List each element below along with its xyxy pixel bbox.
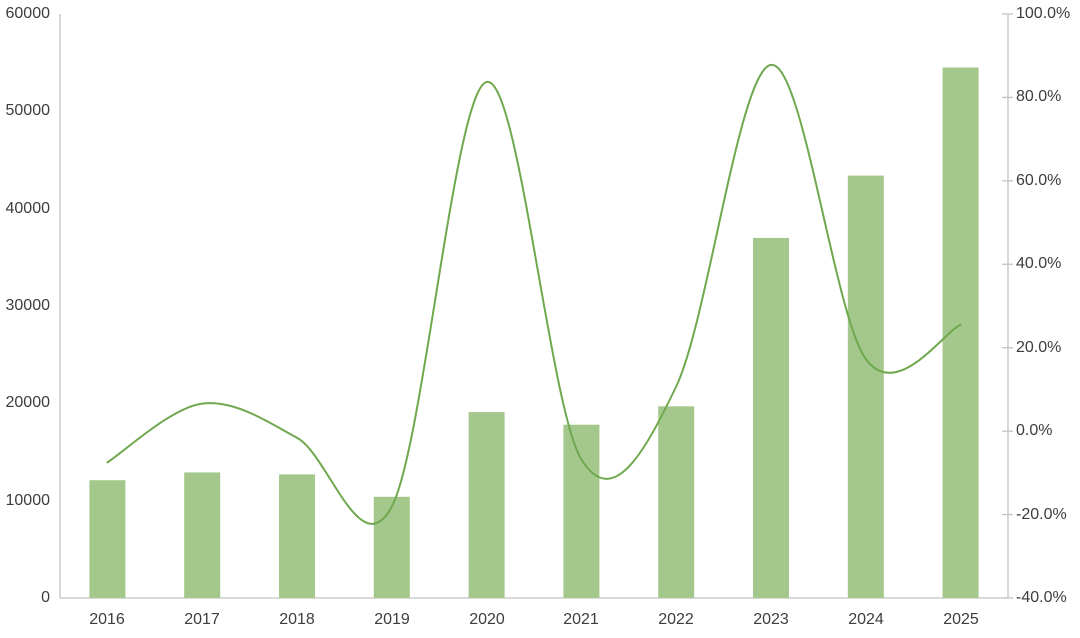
y-right-tick-label: 60.0% — [1016, 172, 1062, 189]
y-left-tick-label: 30000 — [5, 297, 51, 314]
x-tick-label: 2018 — [279, 611, 315, 628]
y-right-tick-label: 0.0% — [1016, 422, 1053, 439]
y-left-tick-label: 60000 — [5, 5, 51, 22]
x-tick-label: 2024 — [848, 611, 884, 628]
y-left-tick-label: 10000 — [5, 492, 51, 509]
y-right-tick-label: -40.0% — [1016, 589, 1067, 606]
y-right-tick-label: 100.0% — [1016, 5, 1071, 22]
bar-2016 — [89, 480, 126, 598]
bar-2020 — [468, 412, 505, 598]
x-tick-label: 2022 — [658, 611, 694, 628]
x-tick-label: 2021 — [563, 611, 599, 628]
bar-2025 — [942, 67, 979, 598]
y-left-tick-label: 40000 — [5, 200, 51, 217]
y-right-tick-label: -20.0% — [1016, 506, 1067, 523]
bar-2024 — [847, 175, 884, 598]
y-left-tick-label: 50000 — [5, 102, 51, 119]
x-tick-label: 2025 — [943, 611, 979, 628]
y-left-tick-label: 20000 — [5, 394, 51, 411]
growth-line — [106, 63, 962, 525]
x-tick-label: 2023 — [753, 611, 789, 628]
bar-2023 — [753, 237, 789, 598]
y-left-tick-label: 0 — [41, 589, 50, 606]
bar-2022 — [658, 406, 695, 598]
x-tick-label: 2020 — [469, 611, 505, 628]
bar-2017 — [184, 472, 221, 598]
y-right-tick-label: 40.0% — [1016, 255, 1062, 272]
x-tick-label: 2017 — [184, 611, 220, 628]
bar-2018 — [279, 474, 315, 598]
x-tick-label: 2016 — [89, 611, 125, 628]
bar-2021 — [563, 424, 600, 598]
y-right-tick-label: 20.0% — [1016, 339, 1062, 356]
y-right-tick-label: 80.0% — [1016, 88, 1062, 105]
x-tick-label: 2019 — [374, 611, 410, 628]
bar-2019 — [373, 496, 410, 598]
